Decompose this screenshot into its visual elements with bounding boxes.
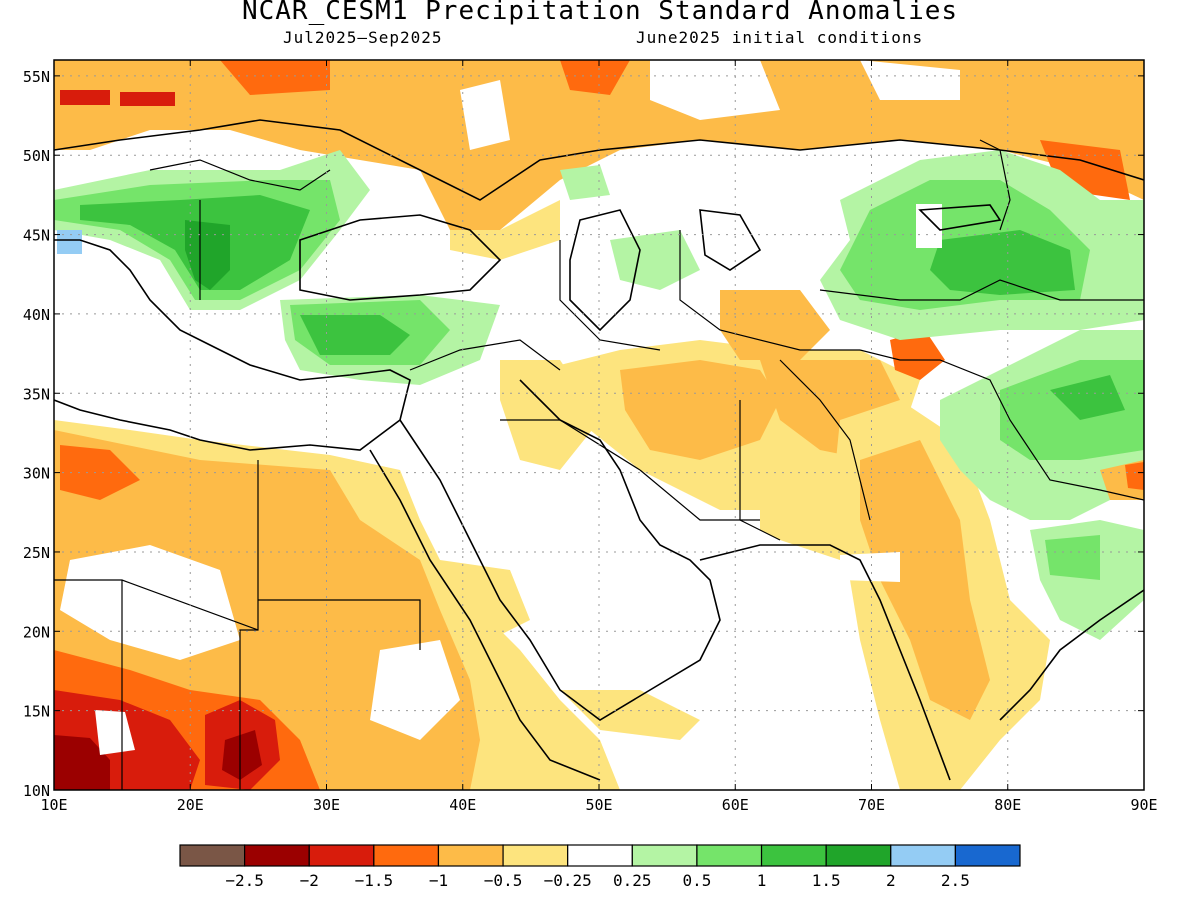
colorbar-label: 1: [757, 871, 767, 890]
anomaly-region-neutral: [840, 552, 900, 582]
coastlines: [54, 119, 1144, 781]
x-tick-label: 10E: [40, 796, 67, 814]
anomaly-region-neutral: [916, 204, 942, 248]
y-tick-label: 30N: [23, 465, 50, 483]
y-tick-label: 10N: [23, 782, 50, 800]
colorbar-swatch: [567, 844, 633, 867]
colorbar-swatch: [760, 844, 827, 867]
anomaly-region-wet-moderate: [930, 230, 1075, 295]
colorbar-swatch: [244, 844, 310, 867]
colorbar-label: 2.5: [941, 871, 970, 890]
grid-lines: [54, 60, 1144, 790]
colorbar-swatch: [696, 844, 763, 867]
anomaly-region-wet-light: [610, 230, 700, 290]
anomaly-region-wet-strong: [185, 220, 230, 290]
y-tick-label: 50N: [23, 147, 50, 165]
anomaly-region-neutral: [650, 60, 780, 120]
colorbar-swatch: [179, 844, 246, 867]
anomaly-region-moderate-dry: [60, 445, 140, 500]
anomaly-region-neutral: [460, 80, 510, 150]
anomaly-region-very-dry: [54, 735, 110, 790]
anomaly-region-dry: [720, 290, 830, 360]
y-axis: 10N 15N 20N 25N 30N 35N 40N 45N 50N 55N: [23, 68, 1144, 800]
anomaly-region-neutral: [370, 640, 460, 740]
initial-conditions-subtitle: June2025 initial conditions: [636, 28, 924, 47]
anomaly-region-neutral: [60, 545, 240, 660]
country-borders: [54, 139, 1144, 790]
colorbar-swatch: [890, 844, 956, 867]
plot-title: NCAR_CESM1 Precipitation Standard Anomal…: [241, 0, 959, 26]
colorbar-label: 0.25: [613, 871, 652, 890]
x-tick-label: 60E: [722, 796, 749, 814]
colorbar-label: −2: [300, 871, 319, 890]
colorbar-label: 0.5: [682, 871, 711, 890]
colorbar-swatch: [502, 844, 569, 867]
anomaly-region-dry: [54, 60, 1144, 230]
anomaly-region-dry: [860, 440, 990, 720]
colorbar-label: −1.5: [355, 871, 394, 890]
anomaly-region-strong-dry: [60, 90, 110, 105]
x-tick-label: 30E: [313, 796, 340, 814]
anomaly-region-moderate-dry: [560, 60, 630, 95]
anomaly-region-strong-dry: [120, 92, 175, 106]
y-tick-label: 40N: [23, 306, 50, 324]
anomaly-region-very-dry: [222, 730, 262, 780]
anomaly-region-neutral: [860, 60, 960, 100]
colorbar-label: −1: [429, 871, 448, 890]
x-tick-label: 80E: [994, 796, 1021, 814]
anomaly-region-wet: [1045, 535, 1100, 580]
anomaly-region-light-dry: [560, 690, 700, 740]
anomaly-region-very-wet: [57, 230, 82, 254]
anomaly-region-wet-moderate: [1050, 375, 1125, 420]
x-axis: 10E 20E 30E 40E 50E 60E 70E 80E 90E: [40, 60, 1158, 814]
anomaly-field: [54, 60, 1144, 790]
anomaly-region-light-dry: [450, 200, 560, 260]
colorbar-label: 1.5: [812, 871, 841, 890]
colorbar-label: −0.25: [544, 871, 592, 890]
y-tick-label: 55N: [23, 68, 50, 86]
colorbar-swatch: [631, 844, 698, 867]
period-subtitle: Jul2025–Sep2025: [283, 28, 443, 47]
colorbar: −2.5 −2 −1.5 −1 −0.5 −0.25 0.25 0.5 1 1.5 2 2.5: [179, 844, 1021, 890]
colorbar-swatch: [437, 844, 504, 867]
colorbar-swatch: [825, 844, 892, 867]
colorbar-swatch: [373, 844, 440, 867]
colorbar-swatch: [954, 844, 1021, 867]
colorbar-swatch: [308, 844, 375, 867]
y-tick-label: 15N: [23, 703, 50, 721]
anomaly-region-moderate-dry: [890, 330, 945, 380]
x-tick-label: 40E: [449, 796, 476, 814]
anomaly-region-moderate-dry: [1125, 462, 1144, 490]
y-tick-label: 45N: [23, 227, 50, 245]
colorbar-label: 2: [886, 871, 896, 890]
x-tick-label: 90E: [1130, 796, 1157, 814]
anomaly-region-wet-moderate: [300, 315, 410, 355]
y-tick-label: 35N: [23, 385, 50, 403]
anomaly-region-neutral: [95, 710, 135, 755]
x-tick-label: 20E: [177, 796, 204, 814]
colorbar-label: −0.5: [484, 871, 523, 890]
colorbar-label: −2.5: [225, 871, 264, 890]
y-tick-label: 25N: [23, 544, 50, 562]
x-tick-label: 70E: [858, 796, 885, 814]
anomaly-region-moderate-dry: [220, 60, 330, 95]
anomaly-region-wet-light: [560, 165, 610, 200]
y-tick-label: 20N: [23, 623, 50, 641]
x-tick-label: 50E: [585, 796, 612, 814]
